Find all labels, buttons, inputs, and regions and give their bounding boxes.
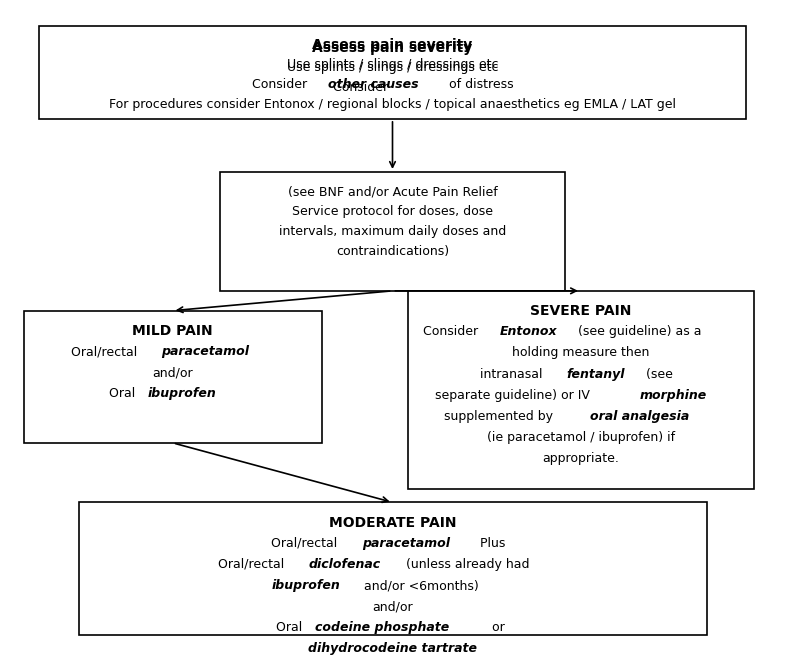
FancyBboxPatch shape	[220, 172, 565, 291]
Text: (unless already had: (unless already had	[402, 558, 530, 571]
Text: Use splints / slings / dressings etc: Use splints / slings / dressings etc	[287, 58, 498, 71]
FancyBboxPatch shape	[24, 311, 322, 443]
Text: ibuprofen: ibuprofen	[148, 387, 217, 401]
Text: paracetamol: paracetamol	[362, 537, 450, 550]
Text: Assess pain severity: Assess pain severity	[312, 38, 473, 52]
Text: intranasal: intranasal	[480, 368, 547, 381]
Text: Entonox: Entonox	[499, 325, 557, 338]
FancyBboxPatch shape	[39, 26, 746, 119]
Text: Oral/rectal: Oral/rectal	[71, 345, 141, 358]
Text: Consider: Consider	[334, 81, 392, 94]
Text: of distress: of distress	[445, 78, 513, 91]
Text: codeine phosphate: codeine phosphate	[315, 621, 449, 635]
Text: MILD PAIN: MILD PAIN	[133, 324, 213, 338]
Text: and/or: and/or	[152, 366, 193, 379]
Text: Consider: Consider	[423, 325, 483, 338]
Text: (see BNF and/or Acute Pain Relief: (see BNF and/or Acute Pain Relief	[287, 185, 498, 198]
Text: fentanyl: fentanyl	[566, 368, 625, 381]
FancyBboxPatch shape	[78, 502, 706, 635]
Text: oral analgesia: oral analgesia	[590, 410, 689, 423]
Text: Oral/rectal: Oral/rectal	[272, 537, 341, 550]
Text: morphine: morphine	[640, 389, 707, 402]
Text: (see: (see	[641, 368, 673, 381]
Text: MODERATE PAIN: MODERATE PAIN	[329, 516, 456, 529]
Text: (see guideline) as a: (see guideline) as a	[574, 325, 702, 338]
Text: and/or: and/or	[372, 600, 413, 613]
Text: holding measure then: holding measure then	[512, 346, 649, 360]
Text: Use splints / slings / dressings etc: Use splints / slings / dressings etc	[287, 61, 498, 74]
Text: Oral: Oral	[109, 387, 139, 401]
Text: separate guideline) or IV: separate guideline) or IV	[435, 389, 594, 402]
Text: Plus: Plus	[476, 537, 505, 550]
Text: Service protocol for doses, dose: Service protocol for doses, dose	[292, 205, 493, 218]
Text: Consider: Consider	[252, 78, 311, 91]
Text: supplemented by: supplemented by	[444, 410, 557, 423]
Text: dihydrocodeine tartrate: dihydrocodeine tartrate	[308, 642, 477, 656]
Text: For procedures consider Entonox / regional blocks / topical anaesthetics eg EMLA: For procedures consider Entonox / region…	[109, 98, 676, 111]
Text: Assess pain severity: Assess pain severity	[312, 41, 473, 55]
Text: diclofenac: diclofenac	[309, 558, 382, 571]
Text: Oral/rectal: Oral/rectal	[218, 558, 289, 571]
Text: ibuprofen: ibuprofen	[272, 579, 340, 592]
Text: other causes: other causes	[328, 78, 418, 91]
Text: contraindications): contraindications)	[336, 245, 449, 258]
Text: and/or <6months): and/or <6months)	[360, 579, 479, 592]
Text: intervals, maximum daily doses and: intervals, maximum daily doses and	[279, 225, 506, 238]
Text: Oral: Oral	[276, 621, 306, 635]
FancyBboxPatch shape	[408, 291, 754, 489]
Text: paracetamol: paracetamol	[161, 345, 250, 358]
Text: appropriate.: appropriate.	[542, 452, 619, 465]
Text: or: or	[487, 621, 505, 635]
Text: SEVERE PAIN: SEVERE PAIN	[530, 304, 632, 318]
Text: (ie paracetamol / ibuprofen) if: (ie paracetamol / ibuprofen) if	[487, 431, 675, 444]
